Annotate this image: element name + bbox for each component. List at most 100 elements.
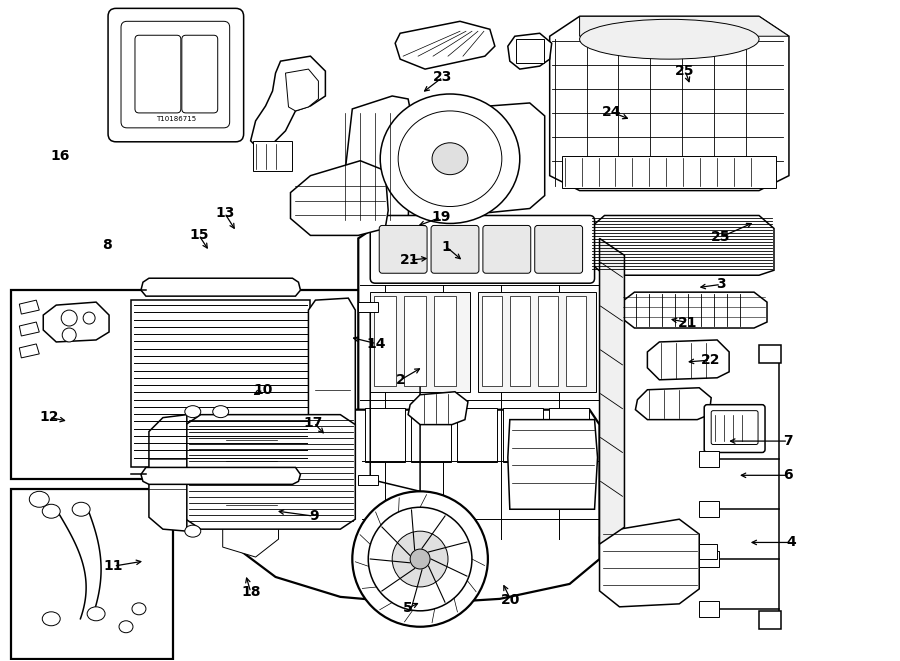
Polygon shape: [580, 17, 789, 36]
Polygon shape: [141, 278, 301, 296]
Ellipse shape: [184, 406, 201, 418]
Text: 25: 25: [675, 63, 695, 77]
Text: 8: 8: [103, 238, 112, 252]
Bar: [699, 501, 719, 517]
Text: 7: 7: [783, 434, 793, 448]
Bar: [503, 408, 543, 463]
Polygon shape: [508, 33, 552, 69]
Polygon shape: [590, 215, 774, 275]
Text: 12: 12: [40, 410, 58, 424]
Text: 1: 1: [442, 240, 451, 254]
FancyBboxPatch shape: [483, 225, 531, 273]
Ellipse shape: [212, 406, 229, 418]
Bar: [759, 611, 781, 629]
Ellipse shape: [184, 525, 201, 537]
Text: 21: 21: [400, 253, 419, 267]
Bar: [253, 141, 292, 171]
Bar: [434, 296, 456, 386]
Bar: [370, 292, 470, 392]
Text: 18: 18: [241, 586, 261, 600]
Polygon shape: [148, 414, 187, 531]
Ellipse shape: [72, 502, 90, 516]
Ellipse shape: [87, 607, 105, 621]
Bar: [549, 408, 589, 463]
Text: 24: 24: [602, 105, 621, 119]
Polygon shape: [19, 322, 40, 336]
FancyBboxPatch shape: [182, 35, 218, 113]
Text: 9: 9: [309, 509, 319, 523]
Bar: [12, 290, 382, 479]
Polygon shape: [185, 414, 356, 529]
FancyBboxPatch shape: [370, 215, 595, 283]
Bar: [478, 292, 596, 392]
Ellipse shape: [83, 312, 95, 324]
Text: 10: 10: [254, 383, 273, 397]
Text: 25: 25: [711, 230, 731, 244]
Ellipse shape: [61, 310, 77, 326]
FancyBboxPatch shape: [135, 35, 181, 113]
Ellipse shape: [352, 491, 488, 627]
FancyBboxPatch shape: [121, 21, 230, 128]
Polygon shape: [309, 298, 356, 481]
Polygon shape: [285, 69, 319, 111]
Polygon shape: [550, 17, 789, 190]
Text: 13: 13: [215, 206, 235, 220]
Polygon shape: [622, 292, 767, 328]
Polygon shape: [250, 56, 326, 151]
FancyBboxPatch shape: [379, 225, 428, 273]
Ellipse shape: [380, 94, 520, 223]
Polygon shape: [358, 219, 605, 544]
Bar: [358, 475, 378, 485]
Polygon shape: [141, 467, 301, 485]
Bar: [565, 296, 586, 386]
Ellipse shape: [432, 143, 468, 175]
Text: 15: 15: [189, 228, 209, 242]
Bar: [537, 296, 558, 386]
Polygon shape: [219, 410, 599, 604]
Polygon shape: [635, 388, 711, 420]
Polygon shape: [342, 96, 412, 229]
Text: 22: 22: [700, 353, 720, 367]
Ellipse shape: [42, 612, 60, 626]
Polygon shape: [291, 161, 388, 235]
Bar: [131, 300, 310, 467]
Bar: [562, 156, 776, 188]
Polygon shape: [19, 344, 40, 358]
Ellipse shape: [62, 328, 77, 342]
FancyBboxPatch shape: [711, 410, 758, 444]
Polygon shape: [647, 340, 729, 380]
Polygon shape: [222, 432, 278, 557]
Bar: [509, 296, 530, 386]
Ellipse shape: [368, 507, 472, 611]
Ellipse shape: [580, 19, 759, 59]
Bar: [365, 408, 405, 463]
Polygon shape: [508, 420, 598, 509]
Text: 23: 23: [433, 70, 453, 84]
FancyBboxPatch shape: [535, 225, 582, 273]
Bar: [699, 544, 717, 559]
Polygon shape: [19, 300, 40, 314]
Text: 3: 3: [716, 278, 725, 292]
Bar: [404, 296, 426, 386]
Ellipse shape: [132, 603, 146, 615]
FancyBboxPatch shape: [431, 225, 479, 273]
Ellipse shape: [30, 491, 50, 507]
Text: 21: 21: [678, 315, 698, 330]
Text: 6: 6: [783, 468, 793, 483]
FancyBboxPatch shape: [704, 405, 765, 453]
Polygon shape: [408, 392, 468, 424]
Polygon shape: [43, 302, 109, 342]
Text: 16: 16: [50, 149, 69, 163]
Bar: [358, 302, 378, 312]
Bar: [12, 489, 173, 658]
Ellipse shape: [398, 111, 502, 206]
Bar: [759, 345, 781, 363]
Bar: [457, 408, 497, 463]
Text: 17: 17: [304, 416, 323, 430]
Bar: [411, 408, 451, 463]
Text: 20: 20: [501, 594, 521, 607]
Ellipse shape: [410, 549, 430, 569]
Text: 19: 19: [431, 210, 451, 224]
Bar: [699, 601, 719, 617]
Ellipse shape: [119, 621, 133, 633]
